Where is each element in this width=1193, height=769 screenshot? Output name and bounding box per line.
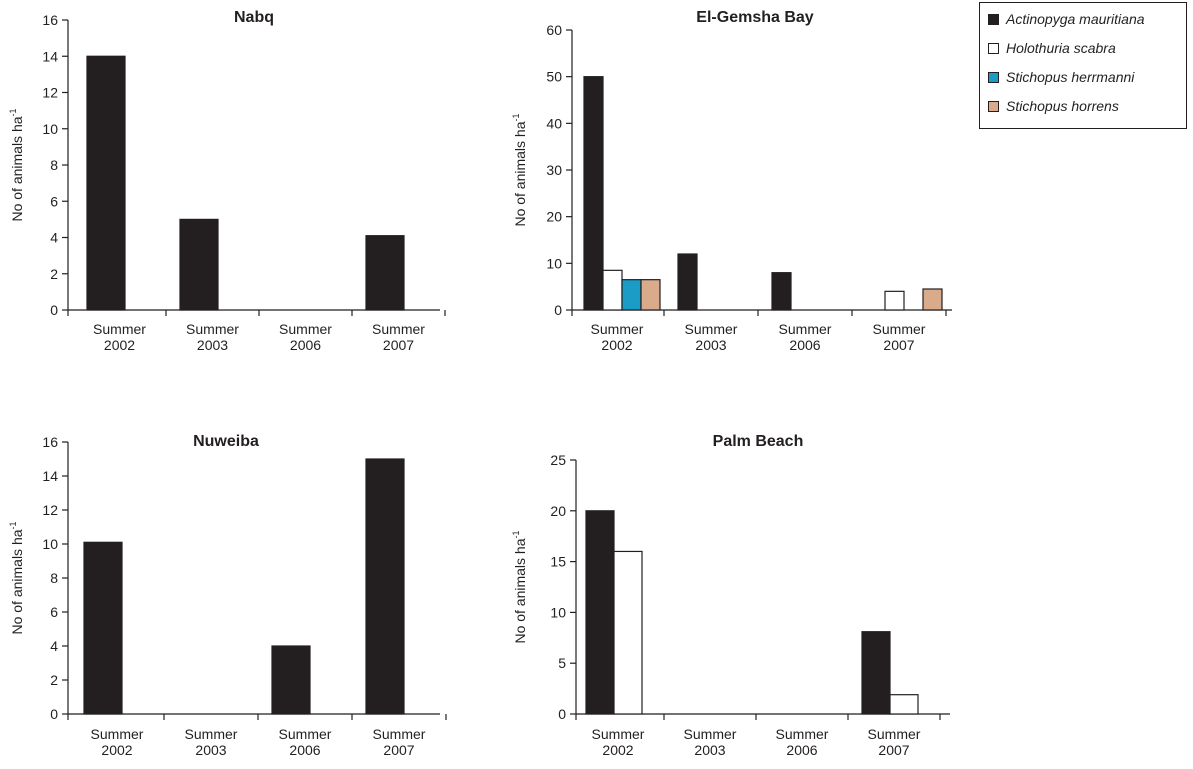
x-tick-label: Summer 2003 xyxy=(684,726,737,758)
legend-label: Stichopus herrmanni xyxy=(1006,69,1135,85)
legend-item-holothuria-scabra: Holothuria scabra xyxy=(988,38,1116,58)
y-axis-label: No of animals ha-1 xyxy=(511,530,528,643)
chart-panel-palm-beach: Palm Beach No of animals ha-1 0 5 10 15 20 25 Su… xyxy=(511,433,950,758)
y-tick-label: 10 xyxy=(546,255,562,271)
x-tick-label: Summer 2003 xyxy=(685,321,738,353)
y-tick-label: 25 xyxy=(550,452,566,468)
bar-actinopyga-mauritiana-summer-2007 xyxy=(365,458,405,715)
bar-actinopyga-mauritiana-summer-2003 xyxy=(179,218,219,311)
y-axis-label: No of animals ha-1 xyxy=(8,108,25,221)
x-tick-label: Summer 2006 xyxy=(776,726,829,758)
x-tick-label: Summer 2002 xyxy=(591,321,644,353)
y-tick-label: 2 xyxy=(50,266,58,282)
x-tick-label: Summer 2003 xyxy=(185,726,238,758)
legend-item-stichopus-herrmanni: Stichopus herrmanni xyxy=(988,67,1134,87)
bar-actinopyga-mauritiana-summer-2002 xyxy=(83,541,123,715)
y-axis-label: No of animals ha-1 xyxy=(8,521,25,634)
x-tick-label: Summer 2007 xyxy=(873,321,926,353)
y-tick-label: 5 xyxy=(558,655,566,671)
bar-actinopyga-mauritiana-summer-2002 xyxy=(86,55,126,311)
y-tick-label: 20 xyxy=(546,209,562,225)
bar-actinopyga-mauritiana-summer-2006 xyxy=(771,272,792,311)
bar-actinopyga-mauritiana-summer-2007 xyxy=(861,631,891,715)
y-tick-label: 40 xyxy=(546,115,562,131)
y-tick-label: 10 xyxy=(550,604,566,620)
x-tick-label: Summer 2002 xyxy=(592,726,645,758)
y-tick-label: 0 xyxy=(50,706,58,722)
chart-panel-nabq: Nabq No of animals ha-1 0 2 4 6 8 10 12 14 16 Summe… xyxy=(8,9,446,353)
bar-holothuria-scabra-summer-2002 xyxy=(602,269,623,311)
bar-actinopyga-mauritiana-summer-2002 xyxy=(583,76,604,311)
y-tick-label: 14 xyxy=(42,468,58,484)
chart-panel-nuweiba: Nuweiba No of animals ha-1 0 2 4 6 8 10 12 14 16 Su… xyxy=(8,433,447,758)
x-tick-label: Summer 2002 xyxy=(91,726,144,758)
y-tick-label: 0 xyxy=(50,302,58,318)
legend-label: Actinopyga mauritiana xyxy=(1006,11,1145,27)
y-tick-label: 0 xyxy=(554,302,562,318)
legend-swatch-stichopus-herrmanni xyxy=(988,71,999,83)
legend-swatch-stichopus-horrens xyxy=(988,100,999,112)
y-tick-label: 15 xyxy=(550,554,566,570)
x-tick-label: Summer 2006 xyxy=(279,726,332,758)
x-tick-label: Summer 2007 xyxy=(372,321,425,353)
x-tick-label: Summer 2002 xyxy=(93,321,146,353)
bar-stichopus-herrmanni-summer-2002 xyxy=(621,279,642,311)
y-axis-label: No of animals ha-1 xyxy=(511,113,528,226)
y-tick-label: 4 xyxy=(50,230,58,246)
bar-actinopyga-mauritiana-summer-2003 xyxy=(677,253,698,311)
y-tick-label: 10 xyxy=(42,121,58,137)
y-tick-label: 16 xyxy=(42,434,58,450)
x-tick-label: Summer 2006 xyxy=(779,321,832,353)
chart-panel-el-gemsha-bay: El-Gemsha Bay No of animals ha-1 0 10 20 30 40… xyxy=(511,9,952,353)
bar-actinopyga-mauritiana-summer-2002 xyxy=(585,510,615,715)
legend: Actinopyga mauritiana Holothuria scabra … xyxy=(979,2,1187,129)
y-tick-label: 10 xyxy=(42,536,58,552)
y-tick-label: 4 xyxy=(50,638,58,654)
bar-stichopus-horrens-summer-2002 xyxy=(640,279,661,311)
legend-item-stichopus-horrens: Stichopus horrens xyxy=(988,96,1119,116)
x-tick-label: Summer 2007 xyxy=(868,726,921,758)
chart-title: Palm Beach xyxy=(713,433,804,450)
x-tick-label: Summer 2006 xyxy=(279,321,332,353)
y-tick-label: 2 xyxy=(50,672,58,688)
x-tick-label: Summer 2007 xyxy=(373,726,426,758)
y-tick-label: 8 xyxy=(50,570,58,586)
y-tick-label: 6 xyxy=(50,604,58,620)
chart-title: El-Gemsha Bay xyxy=(696,9,813,26)
legend-label: Holothuria scabra xyxy=(1006,40,1116,56)
legend-item-actinopyga-mauritiana: Actinopyga mauritiana xyxy=(988,9,1145,29)
bar-holothuria-scabra-summer-2007 xyxy=(884,290,905,311)
y-tick-label: 12 xyxy=(42,502,58,518)
x-tick-label: Summer 2003 xyxy=(186,321,239,353)
y-tick-label: 16 xyxy=(42,12,58,28)
y-tick-label: 60 xyxy=(546,22,562,38)
legend-swatch-holothuria-scabra xyxy=(988,42,999,54)
bar-actinopyga-mauritiana-summer-2007 xyxy=(365,235,405,311)
chart-title: Nuweiba xyxy=(193,433,259,450)
bar-actinopyga-mauritiana-summer-2006 xyxy=(271,645,311,715)
bar-holothuria-scabra-summer-2007 xyxy=(889,694,919,715)
bar-holothuria-scabra-summer-2002 xyxy=(613,550,643,715)
y-tick-label: 0 xyxy=(558,706,566,722)
legend-label: Stichopus horrens xyxy=(1006,98,1119,114)
y-tick-label: 30 xyxy=(546,162,562,178)
y-tick-label: 6 xyxy=(50,193,58,209)
y-tick-label: 50 xyxy=(546,69,562,85)
y-tick-label: 12 xyxy=(42,85,58,101)
y-tick-label: 20 xyxy=(550,503,566,519)
bar-stichopus-horrens-summer-2007 xyxy=(922,288,943,311)
legend-swatch-actinopyga-mauritiana xyxy=(988,13,999,25)
y-tick-label: 14 xyxy=(42,48,58,64)
y-tick-label: 8 xyxy=(50,157,58,173)
chart-title: Nabq xyxy=(234,9,274,26)
